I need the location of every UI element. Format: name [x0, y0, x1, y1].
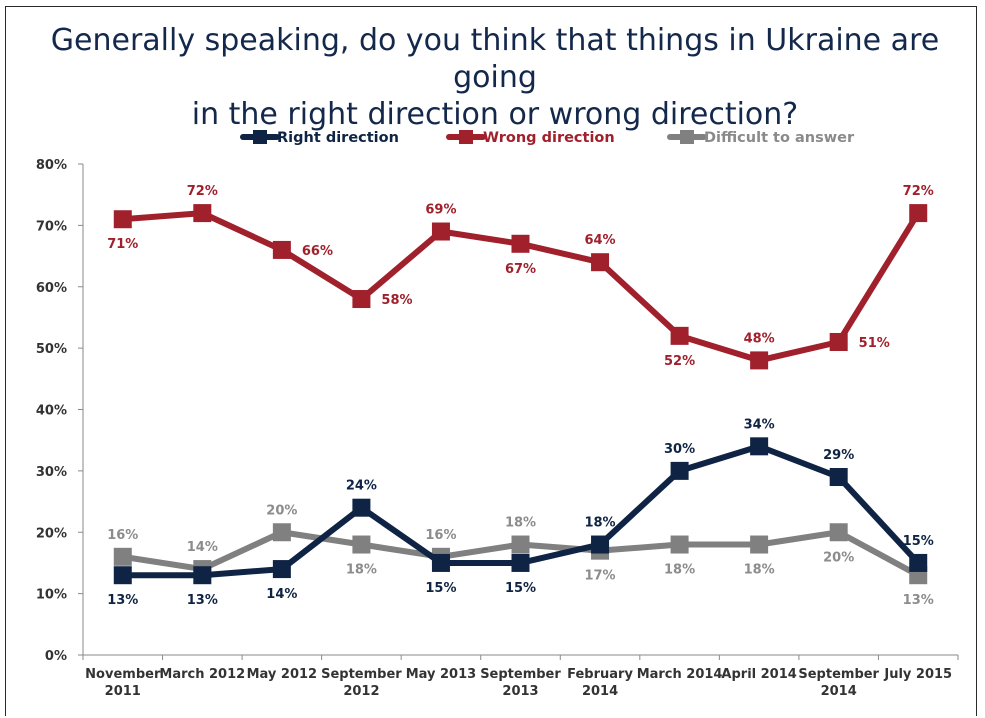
- data-point: [272, 240, 291, 259]
- data-point: [113, 210, 132, 229]
- data-point: [431, 222, 450, 241]
- data-label: 15%: [425, 581, 456, 596]
- data-label: 16%: [425, 528, 456, 543]
- data-label: 69%: [425, 203, 456, 218]
- x-tick-label: 2013: [502, 684, 538, 699]
- chart-title: Generally speaking, do you think that th…: [20, 22, 970, 133]
- x-tick-label: March 2014: [637, 667, 723, 682]
- x-tick-label: November: [85, 667, 161, 682]
- data-label: 16%: [107, 528, 138, 543]
- y-tick-label: 40%: [36, 404, 67, 419]
- data-point: [272, 560, 291, 579]
- data-point: [670, 461, 689, 480]
- x-tick-label: May 2013: [406, 667, 477, 682]
- data-label: 18%: [346, 563, 377, 578]
- y-tick-label: 70%: [36, 219, 67, 234]
- data-point: [511, 234, 530, 253]
- data-point: [193, 204, 212, 223]
- x-tick-label: May 2012: [247, 667, 318, 682]
- data-label: 30%: [664, 442, 695, 457]
- x-tick-label: April 2014: [721, 667, 796, 682]
- data-point: [750, 351, 769, 370]
- data-point: [113, 547, 132, 566]
- data-label: 15%: [903, 534, 934, 549]
- x-tick-label: September: [321, 667, 402, 682]
- data-point: [909, 553, 928, 572]
- data-point: [829, 523, 848, 542]
- legend-label: Difficult to answer: [704, 130, 855, 146]
- x-tick-label: 2012: [343, 684, 379, 699]
- chart-title-line-1: Generally speaking, do you think that th…: [50, 23, 940, 95]
- data-label: 34%: [744, 417, 775, 432]
- data-point: [750, 535, 769, 554]
- y-tick-label: 0%: [45, 649, 67, 664]
- data-point: [511, 553, 530, 572]
- data-label: 13%: [107, 593, 138, 608]
- data-label: 67%: [505, 262, 536, 277]
- data-point: [750, 437, 769, 456]
- data-label: 15%: [505, 581, 536, 596]
- data-label: 18%: [664, 563, 695, 578]
- data-label: 20%: [266, 503, 297, 518]
- data-label: 72%: [903, 184, 934, 199]
- y-tick-label: 60%: [36, 281, 67, 296]
- legend-marker: [680, 130, 694, 144]
- data-label: 17%: [584, 569, 615, 584]
- data-label: 14%: [266, 587, 297, 602]
- x-tick-label: 2014: [821, 684, 857, 699]
- data-point: [909, 204, 928, 223]
- data-point: [591, 253, 610, 272]
- legend-label: Right direction: [277, 130, 399, 146]
- data-label: 72%: [187, 184, 218, 199]
- data-label: 48%: [744, 331, 775, 346]
- legend-label: Wrong direction: [483, 130, 615, 146]
- data-point: [431, 553, 450, 572]
- data-label: 20%: [823, 550, 854, 565]
- data-point: [113, 566, 132, 585]
- data-point: [272, 523, 291, 542]
- data-label: 66%: [302, 244, 333, 259]
- y-tick-label: 10%: [36, 588, 67, 603]
- data-point: [670, 326, 689, 345]
- chart-frame: [5, 6, 977, 716]
- data-label: 14%: [187, 540, 218, 555]
- data-label: 18%: [505, 516, 536, 531]
- data-label: 18%: [744, 563, 775, 578]
- data-label: 24%: [346, 479, 377, 494]
- data-label: 29%: [823, 448, 854, 463]
- data-label: 51%: [859, 336, 890, 351]
- x-tick-label: 2014: [582, 684, 618, 699]
- data-label: 13%: [903, 593, 934, 608]
- x-tick-label: February: [567, 667, 633, 682]
- data-point: [511, 535, 530, 554]
- data-label: 64%: [584, 233, 615, 248]
- legend-marker: [253, 130, 267, 144]
- data-point: [829, 468, 848, 487]
- data-point: [670, 535, 689, 554]
- data-point: [352, 535, 371, 554]
- y-tick-label: 20%: [36, 526, 67, 541]
- data-point: [591, 535, 610, 554]
- data-label: 13%: [187, 593, 218, 608]
- legend-marker: [459, 130, 473, 144]
- data-point: [352, 498, 371, 517]
- data-point: [352, 290, 371, 309]
- data-label: 71%: [107, 237, 138, 252]
- data-label: 58%: [381, 293, 412, 308]
- y-tick-label: 50%: [36, 342, 67, 357]
- x-tick-label: March 2012: [159, 667, 245, 682]
- x-tick-label: 2011: [105, 684, 141, 699]
- x-tick-label: September: [480, 667, 561, 682]
- x-tick-label: September: [798, 667, 879, 682]
- y-tick-label: 80%: [36, 158, 67, 173]
- data-label: 52%: [664, 354, 695, 369]
- data-point: [829, 332, 848, 351]
- chart-title-line-2: in the right direction or wrong directio…: [191, 97, 799, 132]
- y-tick-label: 30%: [36, 465, 67, 480]
- data-label: 18%: [584, 516, 615, 531]
- data-point: [193, 566, 212, 585]
- x-tick-label: July 2015: [883, 667, 952, 682]
